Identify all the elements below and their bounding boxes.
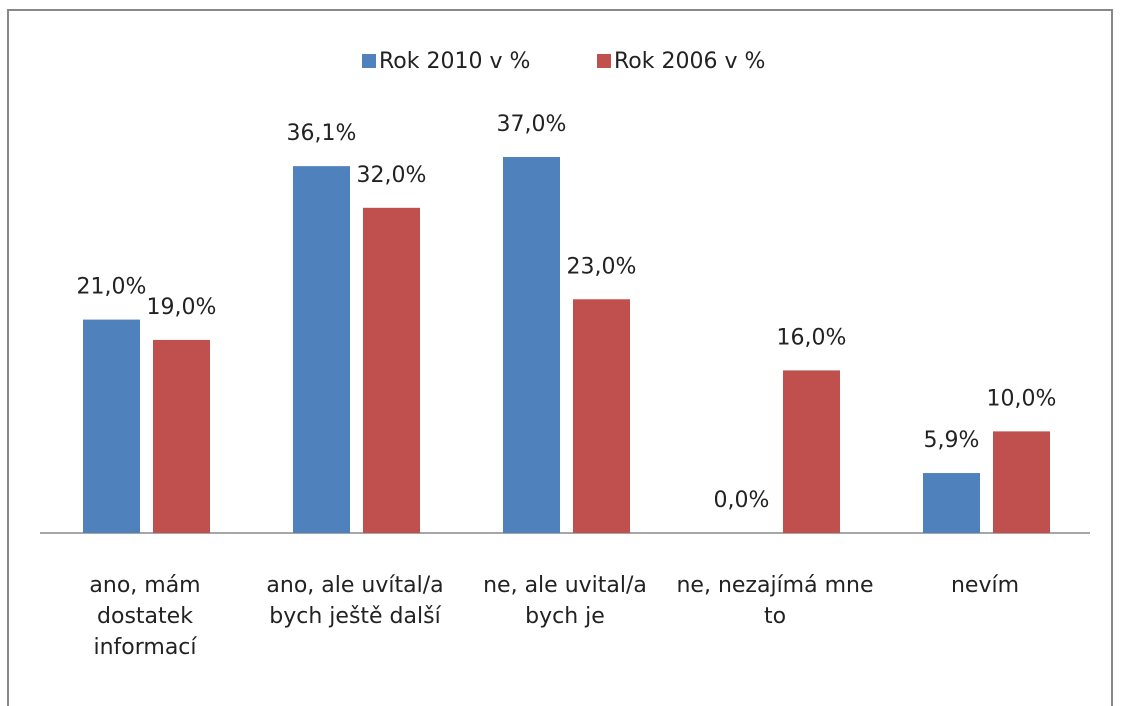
bar [503, 157, 560, 533]
data-label: 36,1% [287, 121, 357, 146]
data-label: 5,9% [924, 428, 980, 453]
bar [923, 473, 980, 533]
legend-swatch [362, 54, 376, 68]
bar [293, 166, 350, 534]
data-label: 16,0% [777, 325, 847, 350]
data-label: 37,0% [497, 112, 567, 137]
bar [783, 370, 840, 533]
data-label: 10,0% [987, 386, 1057, 411]
data-label: 19,0% [147, 295, 217, 320]
data-label: 32,0% [357, 163, 427, 188]
x-tick-label: nevím [950, 573, 1020, 598]
legend-label: Rok 2010 v % [379, 49, 530, 74]
bar [363, 207, 420, 534]
x-tick-label: ano, ale uvítal/a bych ještě další [266, 573, 444, 629]
chart-frame [7, 9, 1113, 706]
x-tick-label: ne, nezajímá mne to [676, 573, 874, 629]
bar [573, 299, 630, 533]
x-tick-label: ne, ale uvital/a bych je [483, 573, 647, 629]
legend-label: Rok 2006 v % [614, 49, 765, 74]
data-label: 21,0% [77, 275, 147, 300]
data-label: 23,0% [567, 254, 637, 279]
bar [993, 431, 1050, 533]
bar [83, 319, 140, 533]
x-tick-label: ano, mám dostatek informací [89, 573, 201, 660]
bar [153, 339, 210, 533]
data-label: 0,0% [714, 488, 770, 513]
legend-swatch [597, 54, 611, 68]
